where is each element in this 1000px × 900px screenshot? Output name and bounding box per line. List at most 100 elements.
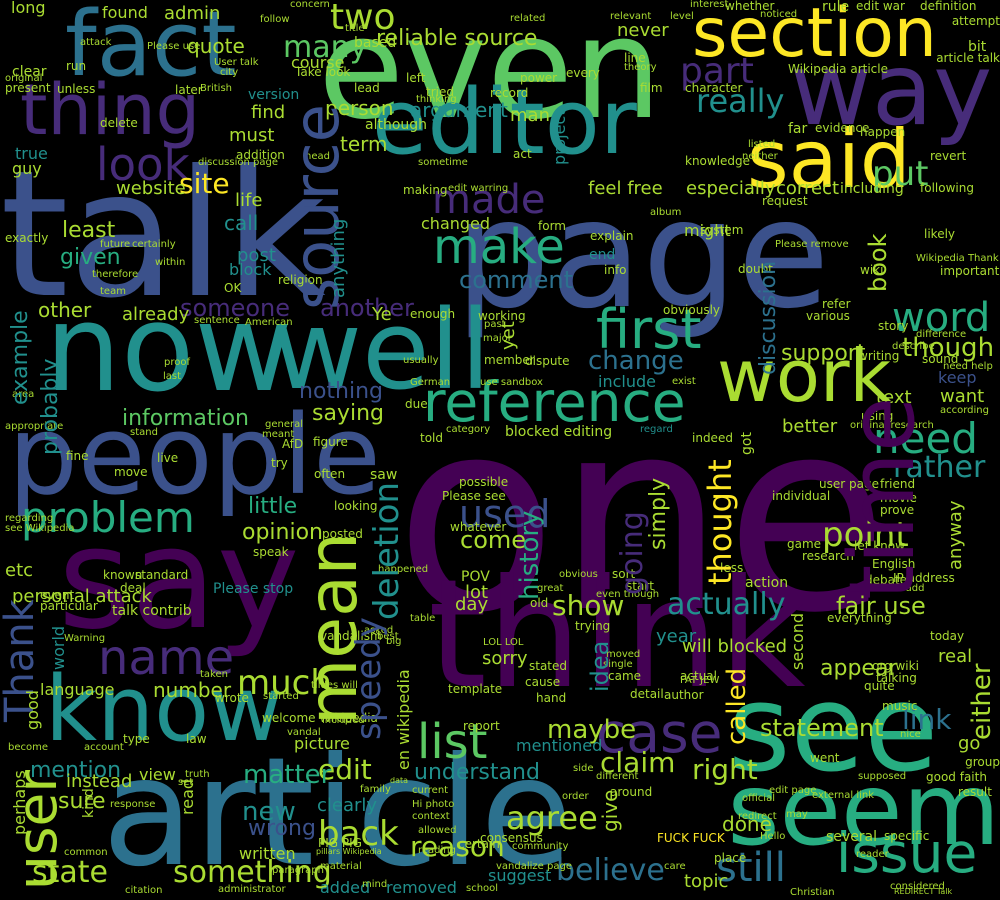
- word-already: already: [122, 304, 190, 325]
- word-must: must: [229, 125, 275, 146]
- word-meant: meant: [262, 429, 295, 440]
- word-record: record: [490, 86, 529, 100]
- word-user-page: user page: [819, 477, 879, 491]
- word-let-know: let know: [854, 539, 905, 553]
- word-long: long: [11, 0, 46, 17]
- word-real: real: [938, 646, 973, 667]
- word-many: many: [283, 30, 368, 65]
- word-bit: bit: [968, 39, 987, 55]
- word-unless: unless: [57, 82, 96, 96]
- word-en-wikipedia: en wikipedia: [394, 669, 413, 770]
- word-vandal: vandal: [287, 727, 321, 738]
- word-important: important: [940, 264, 1000, 278]
- word-stated: stated: [529, 659, 568, 673]
- word-past: past: [484, 319, 506, 330]
- word-external-link: external link: [812, 790, 875, 801]
- word-deal: deal: [120, 581, 146, 595]
- word-discussion: discussion: [756, 260, 781, 375]
- word-exactly: exactly: [5, 231, 49, 245]
- word-time: time: [830, 396, 935, 600]
- word-level: level: [670, 11, 694, 22]
- word-version: version: [248, 87, 300, 103]
- word-nice: nice: [900, 729, 921, 740]
- word-actual: actual: [680, 669, 717, 683]
- word-data: data: [390, 776, 409, 785]
- word-noticed: noticed: [760, 9, 798, 20]
- word-look: look: [96, 138, 190, 191]
- word-posted: posted: [322, 527, 363, 541]
- word-maybe: maybe: [547, 715, 637, 745]
- word-stand: stand: [130, 427, 158, 438]
- word-knowledge: knowledge: [685, 154, 751, 168]
- word-book: book: [864, 233, 892, 293]
- word-pig-pig: PIG PIG: [318, 836, 362, 850]
- word-appear: appear: [820, 656, 898, 681]
- word-going: going: [615, 511, 650, 595]
- word-need-help: need help: [943, 361, 993, 372]
- word-discussion-page: discussion page: [198, 157, 278, 168]
- word-text: text: [876, 387, 912, 408]
- word-blocked-editing: blocked editing: [505, 424, 613, 440]
- word-certain: certain: [458, 837, 500, 851]
- word-although: although: [365, 117, 428, 133]
- word-ip-address: IP address: [893, 571, 955, 585]
- word-understand: understand: [414, 760, 540, 785]
- word-see-wikipedia: see Wikipedia: [5, 523, 75, 534]
- word-even: even: [318, 0, 662, 151]
- word-good: good: [23, 690, 42, 730]
- word-difference: difference: [916, 329, 967, 340]
- word-family: family: [360, 784, 391, 795]
- word-including: including: [840, 181, 904, 197]
- word-side: side: [573, 763, 594, 774]
- word-thought: thought: [701, 459, 739, 585]
- word-number: number: [153, 678, 232, 702]
- word-debate: debate: [865, 573, 908, 587]
- word-issue: issue: [836, 821, 978, 885]
- word-according: according: [940, 405, 989, 416]
- word-author: author: [664, 688, 704, 702]
- word-true: true: [15, 144, 48, 163]
- word-site: site: [179, 167, 230, 200]
- word-lead: lead: [354, 81, 380, 95]
- word-year: year: [656, 626, 697, 647]
- word-saying: saying: [312, 401, 384, 426]
- word-addition: addition: [236, 148, 285, 162]
- word-using: using: [861, 409, 894, 423]
- word-american: American: [245, 317, 293, 328]
- word-will-blocked: will blocked: [682, 636, 788, 657]
- word-may: may: [786, 809, 808, 820]
- word-used: used: [459, 492, 551, 536]
- word-pillars-wikipedia: pillars Wikipedia: [316, 847, 382, 856]
- word-tildes-will: tildes will: [311, 680, 358, 691]
- word-individual: individual: [772, 489, 831, 503]
- word-removed: removed: [386, 878, 457, 897]
- word-less: less: [720, 561, 744, 575]
- word-especially: especially: [686, 178, 776, 199]
- word-edit-page: edit page: [769, 785, 817, 796]
- word-asked: asked: [364, 625, 394, 636]
- word-article: article: [102, 726, 573, 900]
- word-example: example: [8, 310, 33, 405]
- word-within: within: [155, 257, 186, 268]
- word-keep: keep: [938, 368, 977, 387]
- word-happen: happen: [860, 125, 906, 139]
- word-suggest: suggest: [488, 866, 552, 885]
- word-line: line: [624, 51, 646, 65]
- word-history: history: [515, 510, 545, 600]
- word-happened: happened: [378, 564, 429, 575]
- word-christian: Christian: [790, 887, 835, 898]
- word-see: see: [728, 660, 939, 799]
- word-still: still: [716, 845, 786, 891]
- word-picture: picture: [294, 734, 350, 753]
- word-definition: definition: [920, 0, 977, 13]
- word-request: request: [762, 194, 808, 208]
- word-term: term: [340, 132, 388, 156]
- word-live: live: [157, 451, 179, 465]
- word-reason: reason: [410, 830, 505, 863]
- word-supposed: supposed: [858, 771, 907, 782]
- word-hello: Hello: [760, 831, 786, 842]
- word-theory: theory: [624, 62, 657, 73]
- word-wiki: wiki: [860, 263, 884, 277]
- word-please-add: Please add: [870, 583, 925, 594]
